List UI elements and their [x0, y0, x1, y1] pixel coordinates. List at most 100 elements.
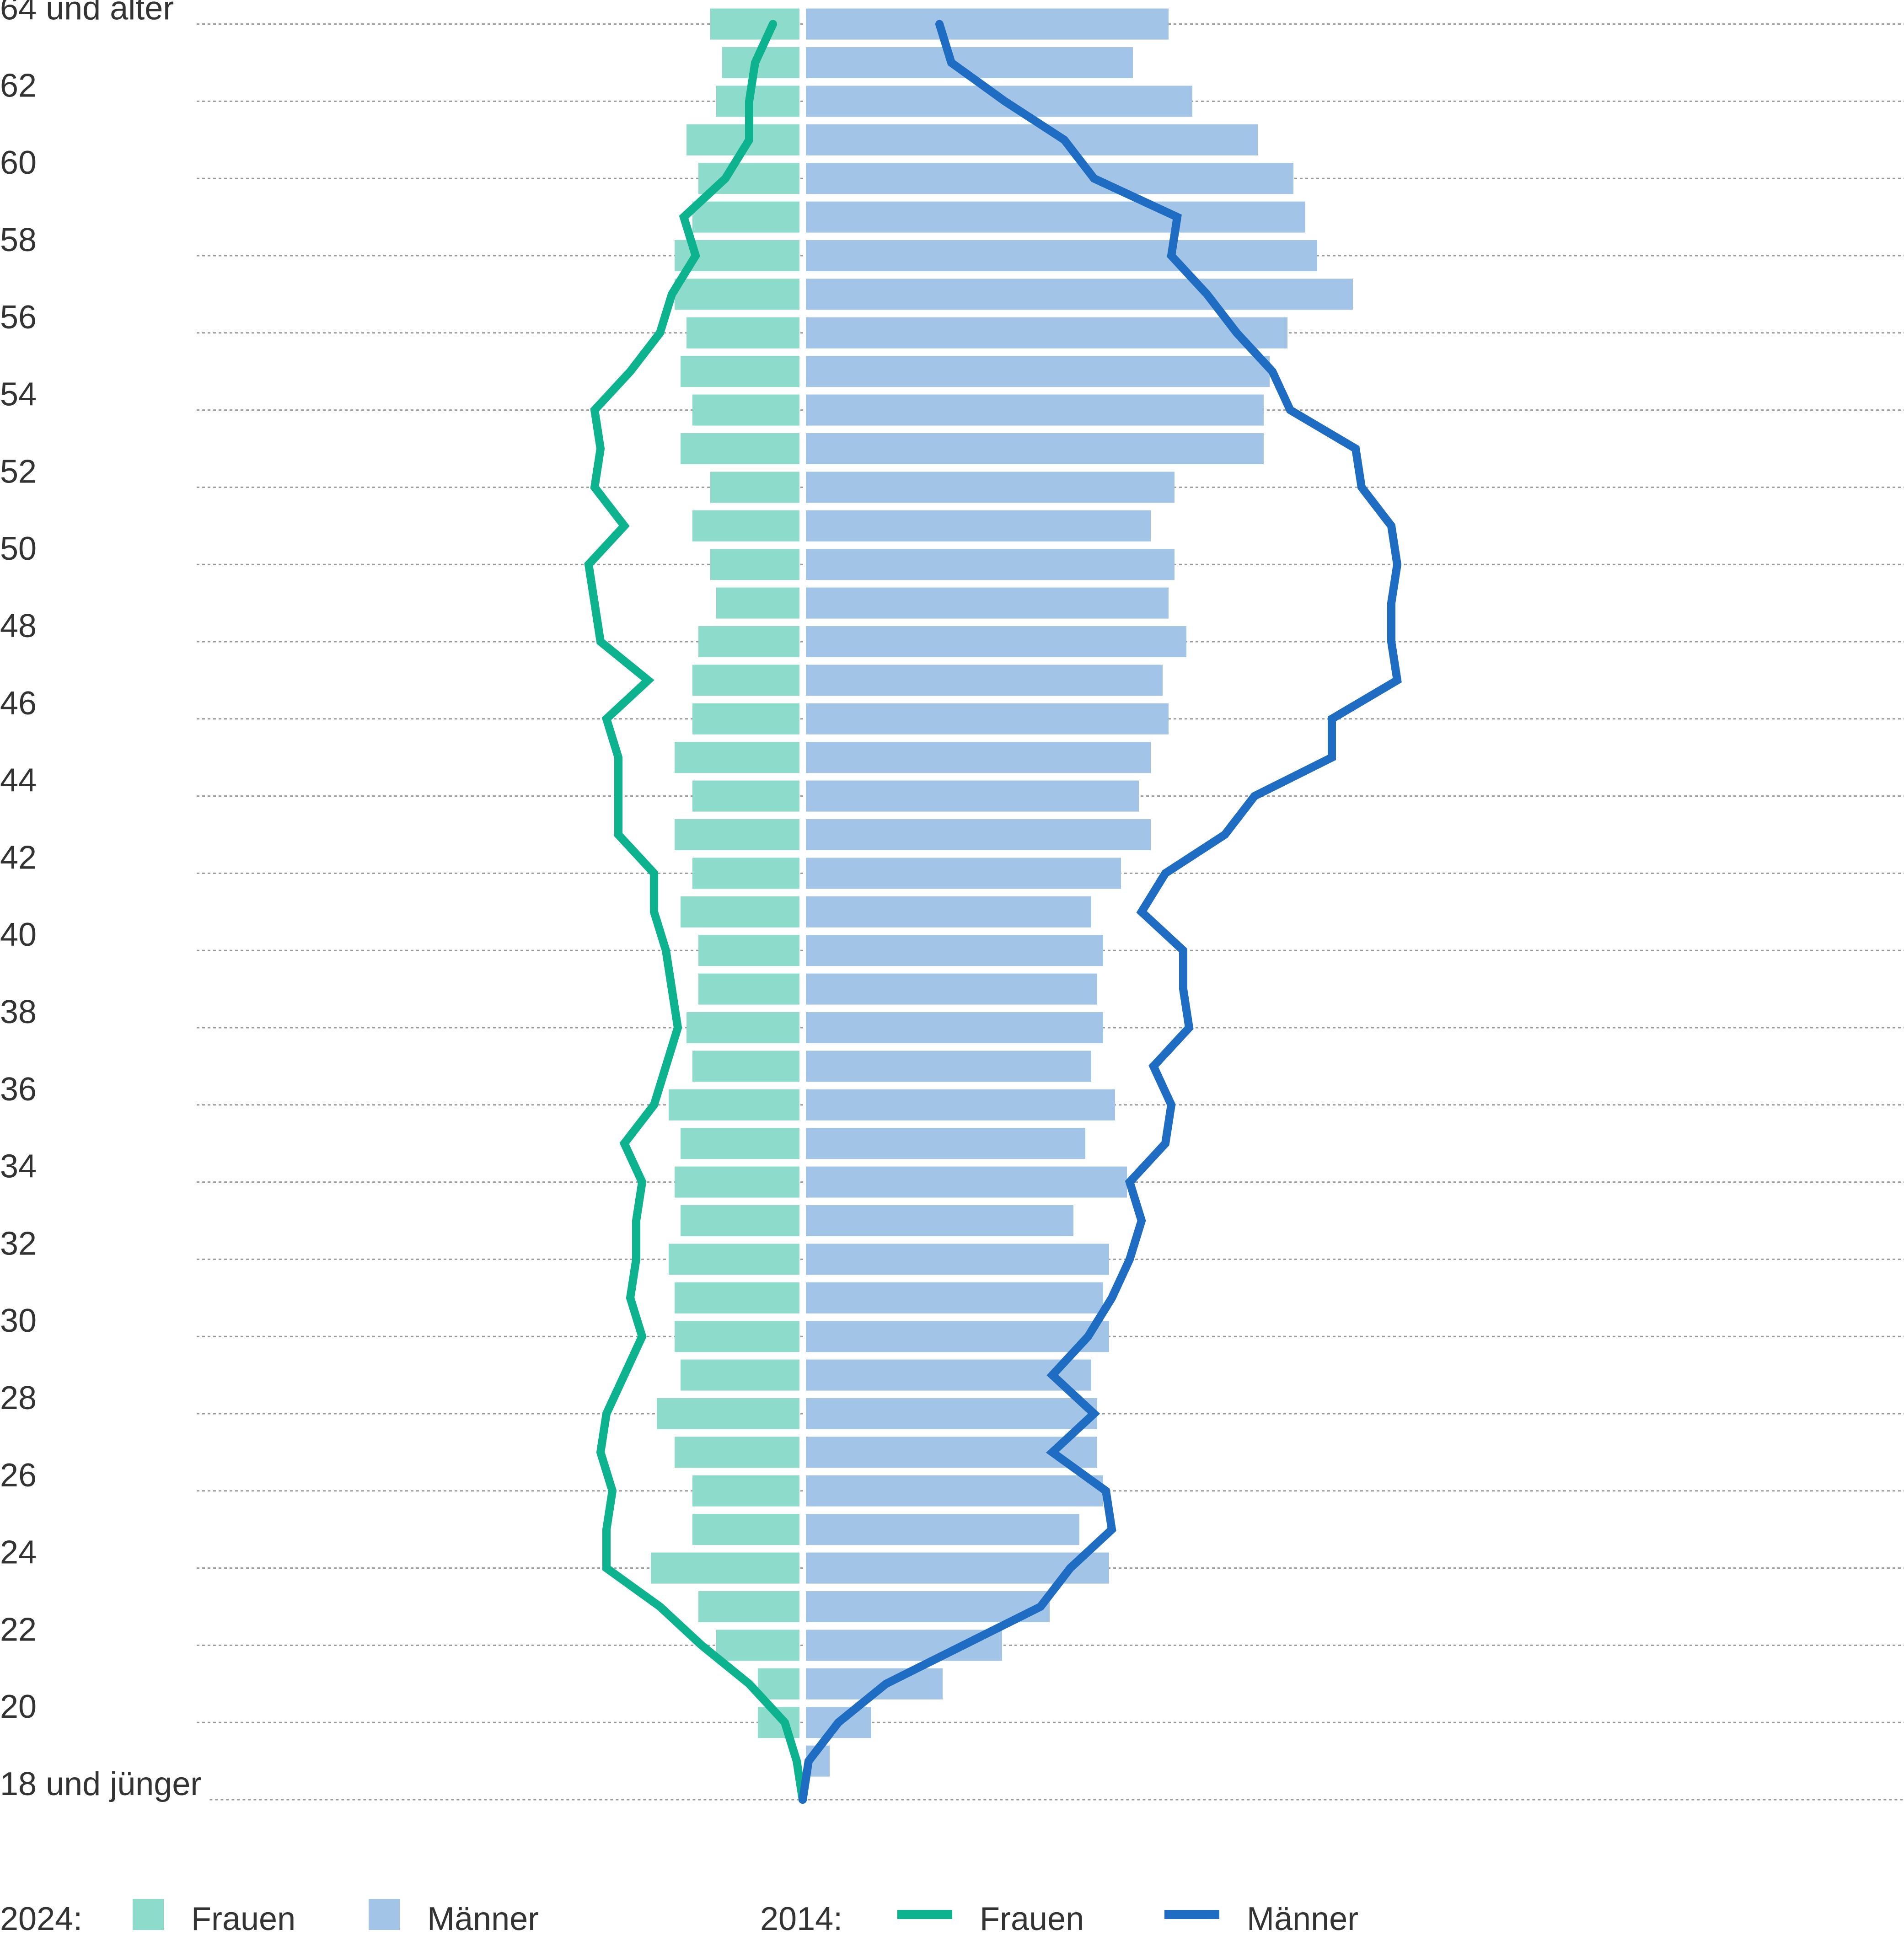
bar-frauen-2024 [675, 1437, 799, 1468]
y-tick-label: 32 [0, 1225, 37, 1262]
line-maenner-2014 [799, 20, 1402, 1804]
y-tick-label: 40 [0, 917, 37, 953]
bar-frauen-2024 [675, 1166, 799, 1198]
y-tick-label: 26 [0, 1457, 37, 1494]
bar-maenner-2024 [806, 1591, 1050, 1622]
legend-label-maenner-2014: Männer [1247, 1901, 1358, 1937]
bars [651, 8, 1353, 1777]
bar-frauen-2024 [716, 587, 799, 619]
bar-frauen-2024 [716, 1630, 799, 1661]
bar-frauen-2024 [716, 86, 799, 117]
gridlines [197, 23, 1904, 1801]
bar-maenner-2024 [806, 163, 1293, 194]
legend-label-frauen-2014: Frauen [980, 1901, 1084, 1937]
bar-maenner-2024 [806, 124, 1258, 155]
bar-frauen-2024 [698, 935, 799, 966]
bar-maenner-2024 [806, 587, 1169, 619]
bar-frauen-2024 [692, 1514, 799, 1545]
y-tick-label: 52 [0, 453, 37, 490]
bar-frauen-2024 [681, 1205, 799, 1236]
bar-frauen-2024 [692, 201, 799, 233]
bar-frauen-2024 [692, 665, 799, 696]
legend-swatch-maenner-2024 [369, 1899, 400, 1930]
y-tick-label: 28 [0, 1380, 37, 1416]
y-tick-label: 42 [0, 839, 37, 876]
y-tick-label: 24 [0, 1534, 37, 1571]
legend: 2024: Frauen Männer 2014: Frauen Männer [0, 1899, 1358, 1937]
bar-maenner-2024 [806, 1359, 1091, 1391]
y-tick-label: 36 [0, 1071, 37, 1108]
y-tick-label: 56 [0, 299, 37, 336]
bar-maenner-2024 [806, 1398, 1097, 1429]
trend-lines [584, 20, 1402, 1804]
bar-frauen-2024 [692, 1475, 799, 1507]
bar-maenner-2024 [806, 1205, 1073, 1236]
bar-frauen-2024 [675, 1282, 799, 1314]
y-tick-label: 44 [0, 762, 37, 799]
bar-frauen-2024 [681, 356, 799, 387]
bar-maenner-2024 [806, 279, 1353, 310]
bar-frauen-2024 [710, 8, 799, 40]
bar-frauen-2024 [681, 1128, 799, 1159]
bar-maenner-2024 [806, 973, 1097, 1005]
bar-frauen-2024 [657, 1398, 799, 1429]
bar-frauen-2024 [669, 1244, 799, 1275]
y-tick-label: 20 [0, 1689, 37, 1725]
y-tick-label: 50 [0, 531, 37, 567]
bar-frauen-2024 [692, 394, 799, 426]
bar-frauen-2024 [758, 1668, 799, 1700]
legend-swatch-frauen-2024 [133, 1899, 164, 1930]
bar-frauen-2024 [675, 1321, 799, 1352]
bar-frauen-2024 [692, 858, 799, 889]
bar-frauen-2024 [698, 626, 799, 657]
legend-year-2024: 2024: [0, 1901, 82, 1937]
bar-maenner-2024 [806, 549, 1175, 580]
bar-maenner-2024 [806, 626, 1186, 657]
bar-maenner-2024 [806, 510, 1151, 542]
bar-maenner-2024 [806, 1012, 1103, 1043]
y-tick-label: 18 und jünger [0, 1766, 201, 1802]
y-tick-label: 46 [0, 685, 37, 722]
bar-maenner-2024 [806, 1166, 1127, 1198]
y-tick-label: 60 [0, 145, 37, 181]
bar-maenner-2024 [806, 8, 1169, 40]
bar-maenner-2024 [806, 201, 1305, 233]
bar-maenner-2024 [806, 1475, 1103, 1507]
bar-maenner-2024 [806, 317, 1287, 349]
bar-maenner-2024 [806, 356, 1270, 387]
bar-frauen-2024 [692, 510, 799, 542]
bar-maenner-2024 [806, 1128, 1085, 1159]
bar-maenner-2024 [806, 858, 1121, 889]
y-tick-label: 38 [0, 994, 37, 1030]
bar-maenner-2024 [806, 1089, 1115, 1121]
bar-maenner-2024 [806, 472, 1175, 503]
legend-label-frauen-2024: Frauen [191, 1901, 295, 1937]
line-frauen-2014 [584, 20, 807, 1804]
bar-maenner-2024 [806, 703, 1169, 735]
bar-frauen-2024 [692, 1051, 799, 1082]
bar-maenner-2024 [806, 1051, 1091, 1082]
bar-frauen-2024 [692, 703, 799, 735]
bar-maenner-2024 [806, 819, 1151, 850]
bar-frauen-2024 [710, 472, 799, 503]
bar-maenner-2024 [806, 394, 1264, 426]
y-tick-label: 62 [0, 67, 37, 104]
bar-frauen-2024 [681, 1359, 799, 1391]
y-tick-label: 54 [0, 376, 37, 413]
bar-frauen-2024 [687, 1012, 799, 1043]
bar-maenner-2024 [806, 896, 1091, 928]
y-tick-label: 30 [0, 1303, 37, 1339]
bar-frauen-2024 [698, 973, 799, 1005]
bar-frauen-2024 [675, 819, 799, 850]
bar-maenner-2024 [806, 1630, 1002, 1661]
y-tick-label: 64 und älter [0, 0, 174, 27]
bar-maenner-2024 [806, 1244, 1109, 1275]
bar-maenner-2024 [806, 742, 1151, 773]
bar-frauen-2024 [710, 549, 799, 580]
bar-maenner-2024 [806, 1321, 1109, 1352]
bar-maenner-2024 [806, 665, 1163, 696]
bar-frauen-2024 [675, 279, 799, 310]
bar-maenner-2024 [806, 433, 1264, 464]
y-tick-label: 48 [0, 608, 37, 644]
